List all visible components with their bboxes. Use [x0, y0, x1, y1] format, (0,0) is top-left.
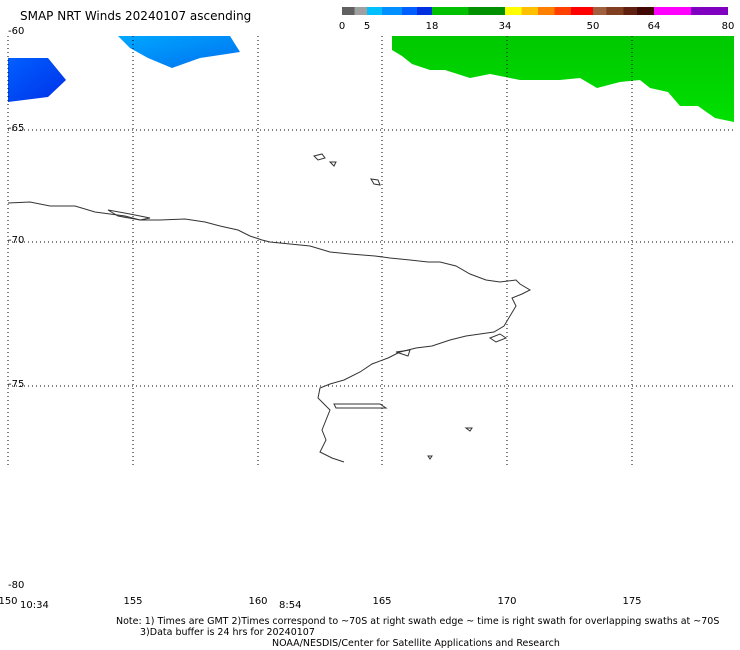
wind-swath-top	[118, 36, 240, 68]
colorbar-segment	[593, 7, 607, 15]
map-title: SMAP NRT Winds 20240107 ascending	[20, 9, 252, 23]
colorbar-segment	[342, 7, 355, 15]
lon-label-160: 160	[248, 596, 268, 607]
colorbar-tick-label: 50	[586, 21, 600, 32]
colorbar-tick-label: 80	[721, 21, 735, 32]
lat-label-75: -75	[8, 379, 25, 390]
colorbar-tick-label: 18	[425, 21, 439, 32]
lon-label-170: 170	[497, 596, 517, 607]
coastline	[7, 153, 532, 463]
lon-label-165: 165	[372, 596, 392, 607]
colorbar-segment	[382, 7, 402, 15]
lat-label-70: -70	[8, 235, 25, 246]
colorbar-segment	[354, 7, 367, 15]
lon-label-175: 175	[622, 596, 642, 607]
colorbar-segment	[636, 7, 654, 15]
colorbar-segment	[623, 7, 637, 15]
note-line-3: NOAA/NESDIS/Center for Satellite Applica…	[272, 638, 560, 649]
lat-label-65: -65	[8, 123, 25, 134]
colorbar-segment	[654, 7, 691, 15]
colorbar	[342, 7, 728, 15]
colorbar-segment	[538, 7, 555, 15]
colorbar-tick-label: 64	[647, 21, 661, 32]
colorbar-tick-label: 34	[498, 21, 512, 32]
wind-swath-right	[392, 36, 734, 122]
colorbar-segment	[417, 7, 432, 15]
lat-label-60: -60	[8, 26, 25, 37]
colorbar-segment	[432, 7, 469, 15]
lat-label-80: -80	[8, 580, 25, 591]
lon-label-155: 155	[123, 596, 143, 607]
colorbar-segment	[554, 7, 571, 15]
colorbar-segment	[402, 7, 417, 15]
colorbar-tick-label: 0	[338, 21, 346, 32]
swath-time-1: 10:34	[20, 600, 49, 611]
colorbar-segment	[691, 7, 728, 15]
colorbar-segment	[367, 7, 382, 15]
swath-time-2: 8:54	[279, 600, 302, 611]
lon-label-150: 150	[0, 596, 18, 607]
graticule	[8, 36, 734, 465]
colorbar-segment	[521, 7, 538, 15]
note-line-2: 3)Data buffer is 24 hrs for 20240107	[140, 627, 315, 638]
colorbar-segment	[505, 7, 522, 15]
wind-swath-left	[8, 58, 66, 102]
colorbar-segment	[571, 7, 593, 15]
note-line-1: Note: 1) Times are GMT 2)Times correspon…	[116, 616, 720, 627]
colorbar-tick-label: 5	[363, 21, 371, 32]
colorbar-segment	[606, 7, 624, 15]
colorbar-segment	[468, 7, 505, 15]
